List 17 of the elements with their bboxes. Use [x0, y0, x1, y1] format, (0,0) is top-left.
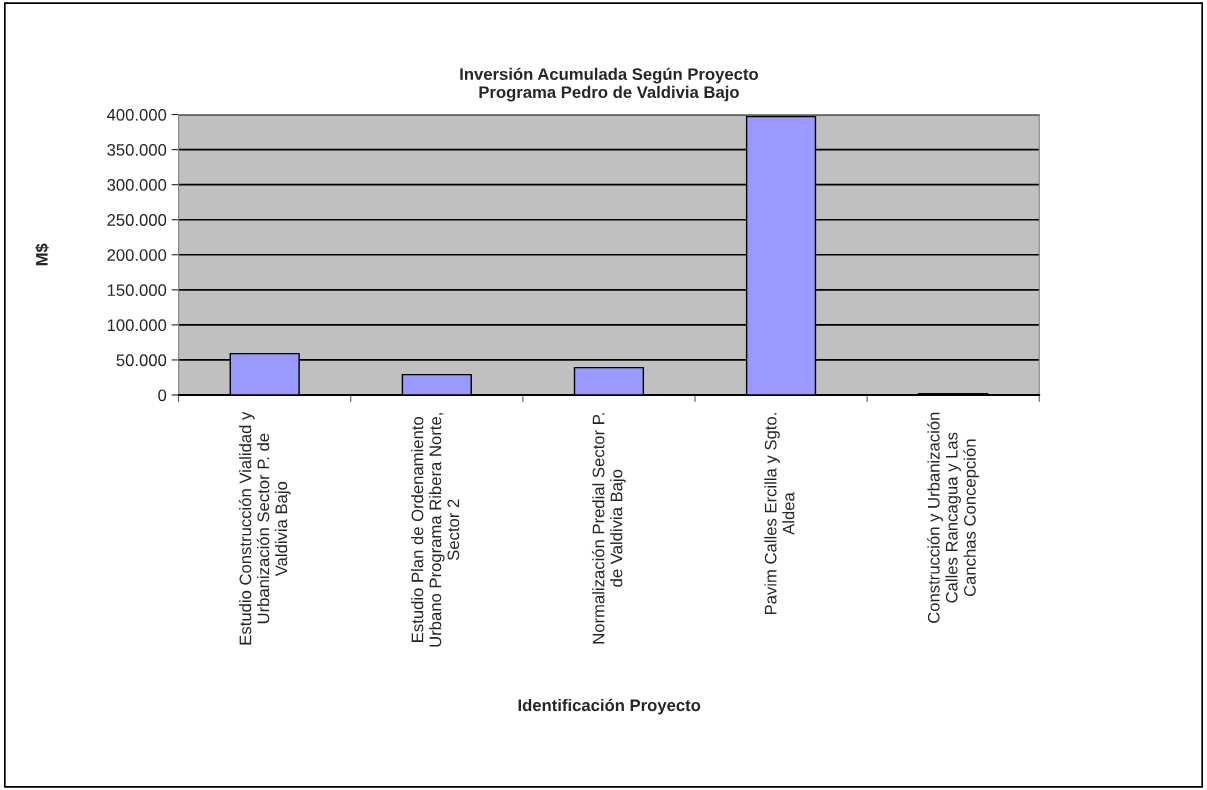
- x-tick-label: Normalización Predial Sector P. de Valdivia Bajo: [591, 413, 626, 644]
- x-tick-label: Pavim Calles Ercilla y Sgto. Aldea: [764, 413, 795, 615]
- chart-title: Inversión Acumulada Según Proyecto Programa Pedro de Valdivia Bajo: [460, 67, 759, 102]
- y-tick-label: 300.000: [107, 179, 167, 191]
- y-tick-label: 100.000: [107, 319, 167, 332]
- y-tick-label: 50.000: [116, 354, 167, 367]
- y-tick-label: 400.000: [106, 108, 167, 121]
- y-tick-label: 150.000: [107, 284, 167, 297]
- y-tick-label: 350.000: [107, 144, 167, 156]
- y-tick-label: 200.000: [107, 249, 167, 261]
- x-axis-title: Identificación Proyecto: [518, 698, 701, 715]
- y-tick-label: 0: [158, 389, 167, 402]
- x-tick-label: Estudio Construcción Vialidad y Urbanización Sector P. de Valdivia Bajo: [238, 411, 291, 645]
- y-tick-label: 250.000: [107, 214, 167, 226]
- y-axis-title: M$: [35, 243, 49, 266]
- x-tick-label: Estudio Plan de Ordenamiento Urbano Programa Ribera Norte, Sector 2: [411, 413, 460, 647]
- x-tick-label: Construcción y Urbanización Calles Rancagua y Las Canchas Concepción: [927, 412, 980, 623]
